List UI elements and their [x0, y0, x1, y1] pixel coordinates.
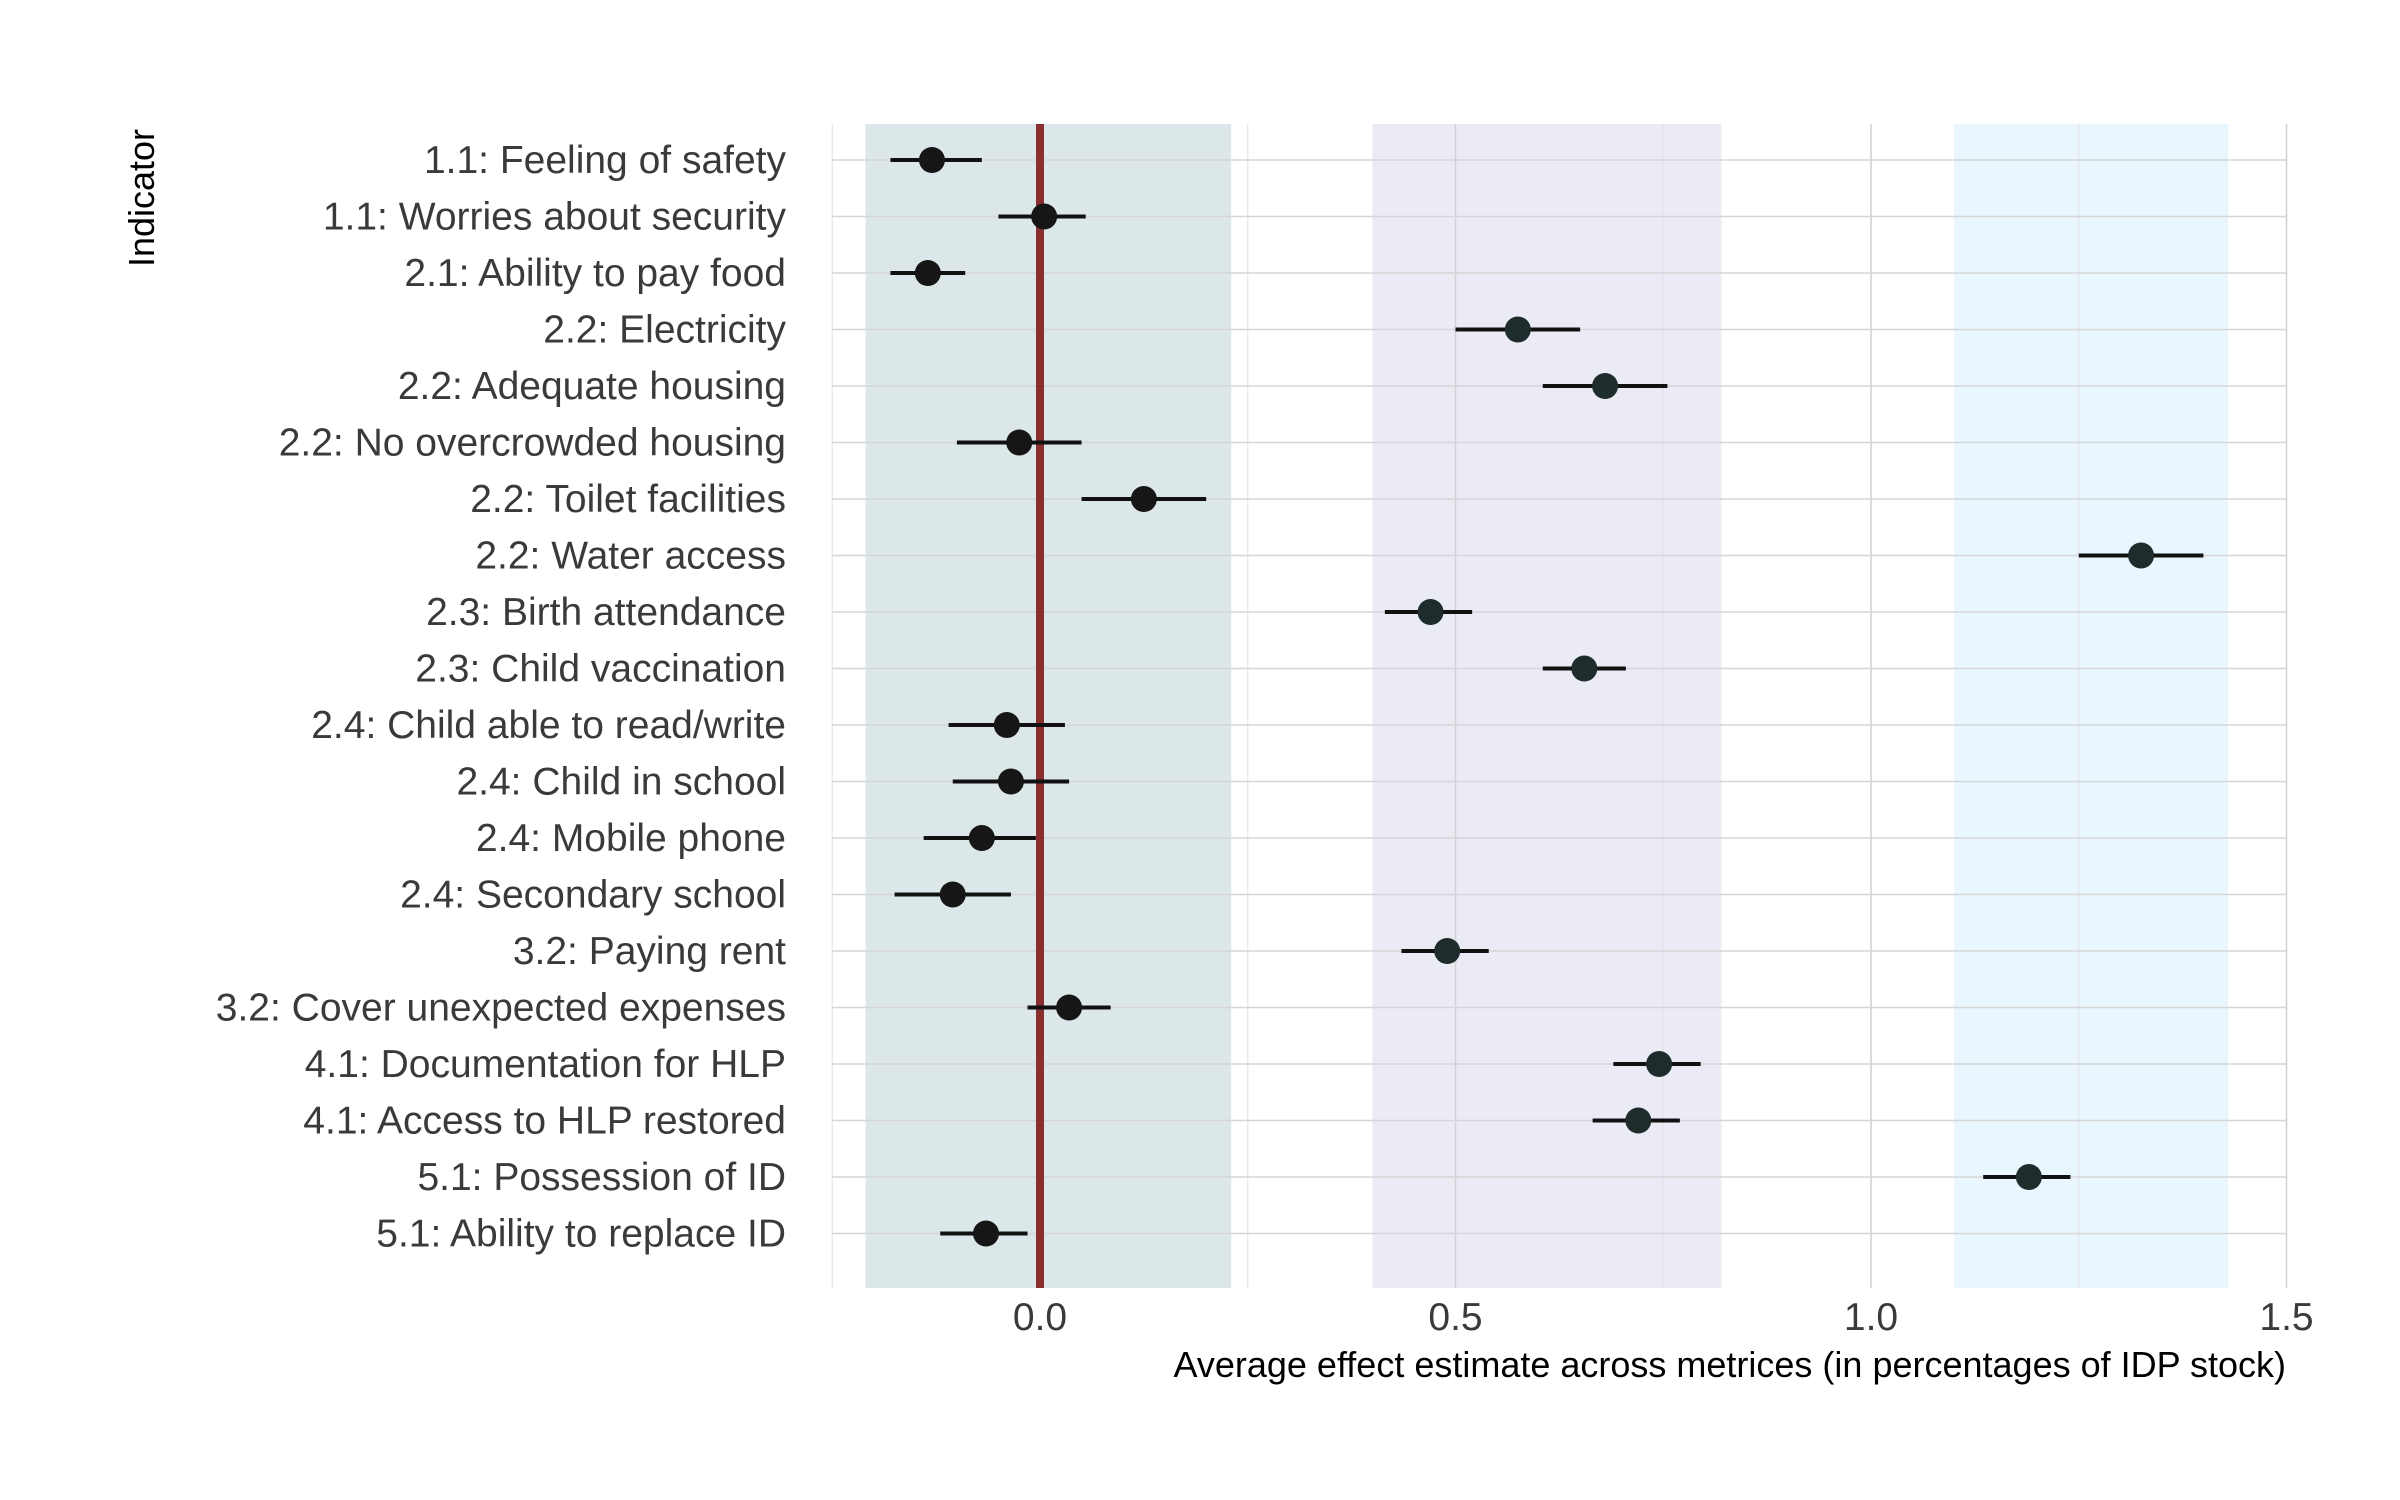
- estimate-point-row: [1983, 1164, 2071, 1190]
- estimate-point-row: [1401, 938, 1489, 964]
- estimate-dot: [939, 881, 966, 908]
- indicator-label: 4.1: Documentation for HLP: [305, 1043, 786, 1086]
- indicator-label: 3.2: Paying rent: [513, 930, 786, 973]
- estimate-point-row: [2078, 542, 2204, 569]
- estimate-dot: [2128, 542, 2155, 569]
- estimate-dot: [1434, 938, 1461, 964]
- indicator-label: 2.4: Child in school: [456, 761, 786, 804]
- estimate-point-row: [1081, 486, 1207, 512]
- estimate-dot: [993, 712, 1020, 738]
- indicator-label: 1.1: Worries about security: [323, 196, 787, 239]
- estimate-point-row: [1455, 316, 1581, 343]
- estimate-point-row: [890, 260, 966, 286]
- estimate-dot: [1592, 373, 1619, 399]
- x-tick-label: 1.0: [1844, 1296, 1898, 1339]
- estimate-dot: [1625, 1107, 1652, 1134]
- estimate-dot: [997, 768, 1024, 795]
- estimate-point-row: [1542, 373, 1668, 399]
- indicator-label: 2.2: Adequate housing: [398, 365, 786, 408]
- estimate-dot: [968, 825, 995, 851]
- estimate-points: [890, 147, 2204, 1247]
- estimate-dot: [1130, 486, 1157, 512]
- estimate-point-row: [948, 712, 1065, 738]
- estimate-point-row: [894, 881, 1011, 908]
- estimate-point-row: [1384, 599, 1473, 625]
- indicator-label: 2.3: Child vaccination: [415, 648, 786, 691]
- indicator-label: 2.4: Child able to read/write: [311, 704, 786, 747]
- estimate-point-row: [1542, 655, 1626, 682]
- x-axis-title: Average effect estimate across metrices …: [1173, 1344, 2286, 1385]
- estimate-dot: [2015, 1164, 2042, 1190]
- estimate-dot: [1417, 599, 1444, 625]
- indicator-label: 2.2: Electricity: [543, 309, 786, 352]
- indicator-label: 2.2: Toilet facilities: [470, 478, 786, 521]
- estimate-point-row: [923, 825, 1036, 851]
- indicator-label: 2.2: No overcrowded housing: [279, 422, 786, 465]
- indicator-label: 4.1: Access to HLP restored: [303, 1100, 786, 1143]
- shaded-band-3: [1954, 124, 2229, 1288]
- estimate-point-row: [890, 147, 982, 173]
- indicator-label: 2.3: Birth attendance: [426, 591, 786, 634]
- shaded-bands: [865, 124, 2229, 1288]
- indicator-label: 2.4: Secondary school: [400, 874, 786, 917]
- estimate-dot: [1006, 429, 1033, 456]
- shaded-band-1: [865, 124, 1232, 1288]
- indicator-labels: 1.1: Feeling of safety 1.1: Worries about…: [216, 139, 787, 1256]
- indicator-label: 2.1: Ability to pay food: [404, 252, 786, 295]
- estimate-dot: [1571, 655, 1598, 682]
- x-tick-label: 1.5: [2259, 1296, 2313, 1339]
- indicator-label: 1.1: Feeling of safety: [424, 139, 787, 182]
- estimate-dot: [1056, 994, 1083, 1021]
- estimate-point-row: [1613, 1051, 1701, 1077]
- indicator-label: 2.4: Mobile phone: [476, 817, 786, 860]
- estimate-point-row: [956, 429, 1082, 456]
- indicator-label: 5.1: Ability to replace ID: [376, 1213, 786, 1256]
- indicator-label: 3.2: Cover unexpected expenses: [216, 987, 786, 1030]
- estimate-point-row: [940, 1220, 1028, 1247]
- estimate-point-row: [998, 203, 1086, 230]
- estimate-point-row: [1592, 1107, 1680, 1134]
- x-tick-label: 0.0: [1013, 1296, 1067, 1339]
- estimate-point-row: [1027, 994, 1111, 1021]
- estimate-dot: [1031, 203, 1058, 230]
- y-axis-title: Indicator: [121, 129, 162, 267]
- estimate-dot: [914, 260, 941, 286]
- x-tick-label: 0.5: [1428, 1296, 1482, 1339]
- estimate-dot: [1646, 1051, 1673, 1077]
- estimate-dot: [918, 147, 945, 173]
- indicator-label: 2.2: Water access: [475, 535, 786, 578]
- indicator-label: 5.1: Possession of ID: [417, 1156, 786, 1199]
- estimate-dot: [1504, 316, 1531, 343]
- estimate-point-row: [952, 768, 1070, 795]
- estimate-dot: [972, 1220, 999, 1247]
- shaded-band-2: [1372, 124, 1722, 1288]
- x-tick-labels: 0.0 0.5 1.0 1.5: [1013, 1296, 2314, 1339]
